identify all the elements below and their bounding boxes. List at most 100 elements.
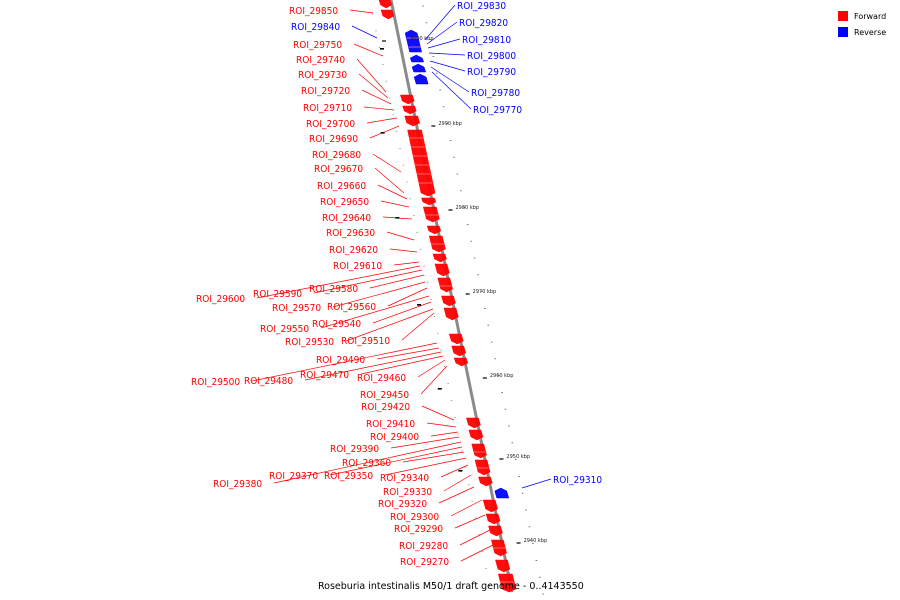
leader-line: [366, 117, 398, 124]
leader-line: [320, 295, 430, 329]
forward-gene: [404, 115, 421, 127]
feature-mark: [395, 217, 400, 219]
gene-label: ROI_29330: [383, 487, 432, 498]
gene-label: ROI_29560: [327, 302, 376, 313]
gene-label: ROI_29420: [361, 402, 410, 413]
forward-gene: [474, 459, 491, 476]
gene-label: ROI_29360: [342, 458, 391, 469]
leader-line: [428, 52, 466, 56]
feature-mark: [437, 388, 442, 390]
leader-line: [421, 405, 455, 421]
forward-gene: [482, 499, 498, 513]
leader-line: [521, 478, 552, 489]
kbp-label: 2990 kbp: [438, 121, 462, 127]
genome-caption: Roseburia intestinalis M50/1 draft genom…: [318, 581, 584, 592]
gene-label: ROI_29300: [390, 512, 439, 523]
leader-line: [374, 167, 405, 194]
forward-gene: [451, 345, 467, 357]
forward-gene: [448, 333, 464, 345]
gene-label: ROI_29630: [326, 228, 375, 239]
gene-label: ROI_29640: [322, 213, 371, 224]
leader-line: [387, 287, 428, 307]
leader-line: [420, 365, 448, 395]
gene-label: ROI_29490: [316, 355, 365, 366]
leader-line: [361, 89, 392, 105]
legend-reverse-label: Reverse: [854, 27, 887, 37]
leader-line: [429, 60, 466, 72]
gene-label: ROI_29610: [333, 261, 382, 272]
leader-line: [363, 106, 395, 111]
reverse-gene: [404, 29, 422, 53]
reverse-gene: [413, 73, 429, 85]
forward-gene: [441, 295, 456, 307]
reverse-gene: [409, 54, 425, 63]
leader-line: [386, 231, 415, 241]
minor-ticks: [371, 5, 545, 595]
forward-gene: [378, 0, 392, 9]
leader-line: [251, 342, 438, 382]
gene-label: ROI_29600: [196, 294, 245, 305]
gene-labels: ROI_29850 ROI_29750 ROI_29740 ROI_29730 ROI_…: [191, 1, 602, 568]
gene-label: ROI_29410: [366, 419, 415, 430]
gene-label: ROI_29450: [360, 390, 409, 401]
leader-line: [393, 261, 420, 266]
gene-label: ROI_29510: [341, 336, 390, 347]
forward-gene: [432, 253, 447, 263]
leader-line: [426, 21, 458, 45]
gene-label: ROI_29320: [378, 499, 427, 510]
gene-label: ROI_29390: [330, 444, 379, 455]
forward-gene: [422, 206, 440, 223]
leader-line: [356, 58, 387, 93]
gene-label: ROI_29550: [260, 324, 309, 335]
gene-label: ROI_29680: [312, 150, 361, 161]
leader-line: [440, 464, 469, 478]
gene-features: [378, 0, 517, 593]
leader-line: [459, 529, 491, 546]
gene-label: ROI_29480: [244, 376, 293, 387]
strand-legend: Forward Reverse: [838, 9, 886, 41]
gene-label: ROI_29350: [324, 471, 373, 482]
forward-gene: [380, 9, 395, 20]
forward-gene: [407, 129, 436, 197]
gene-label: ROI_29290: [394, 524, 443, 535]
forward-gene: [453, 357, 469, 367]
kbp-label: 3000 kbp: [410, 36, 434, 42]
feature-mark: [379, 48, 384, 50]
leader-line: [372, 153, 402, 173]
gene-label: ROI_29470: [300, 370, 349, 381]
forward-gene: [485, 513, 501, 525]
leader-line: [351, 25, 378, 39]
forward-gene: [498, 573, 517, 593]
leader-line: [256, 265, 421, 299]
leader-line: [401, 312, 435, 341]
leader-line: [443, 474, 472, 492]
forward-gene: [466, 417, 481, 429]
gene-label: ROI_29310: [553, 475, 602, 486]
forward-gene: [421, 197, 437, 206]
kbp-label: 2980 kbp: [456, 205, 480, 211]
legend-forward: Forward: [838, 9, 886, 23]
leader-line: [430, 66, 470, 93]
reverse-gene: [494, 487, 510, 499]
leader-line: [345, 308, 434, 342]
gene-label: ROI_29580: [309, 284, 358, 295]
legend-forward-label: Forward: [854, 11, 887, 21]
leader-line: [402, 451, 465, 463]
gene-label: ROI_29670: [314, 164, 363, 175]
leader-line: [329, 446, 463, 476]
gene-label: ROI_29400: [370, 432, 419, 443]
gene-label: ROI_29820: [459, 18, 508, 29]
leader-line: [273, 441, 462, 484]
forward-gene: [468, 429, 484, 441]
leader-line: [417, 359, 446, 378]
leader-line: [430, 431, 459, 437]
kbp-label: 2950 kbp: [506, 454, 530, 460]
forward-gene: [426, 225, 442, 235]
gene-label: ROI_29700: [306, 119, 355, 130]
gene-label: ROI_29790: [467, 67, 516, 78]
kbp-label: 2960 kbp: [490, 373, 514, 379]
gene-label: ROI_29570: [272, 303, 321, 314]
gene-label: ROI_29590: [253, 289, 302, 300]
leader-line: [427, 38, 461, 49]
